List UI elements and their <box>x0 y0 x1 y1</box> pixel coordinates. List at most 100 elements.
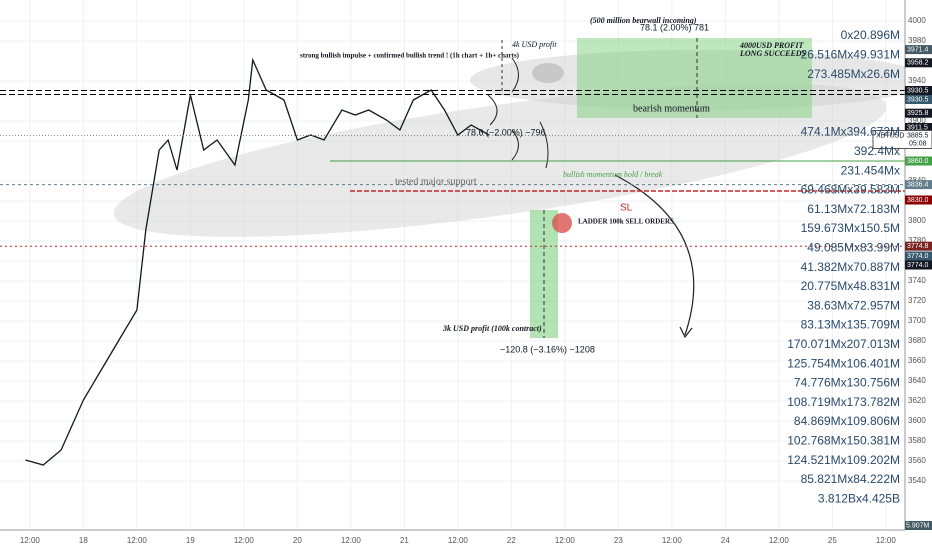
y-tick-label: 3540 <box>908 476 926 485</box>
y-tick-label: 3640 <box>908 376 926 385</box>
price-tag <box>905 156 932 166</box>
axes: 3540 3560 3580 3600 3620 3640 3660 3680 3700 3720… <box>20 16 932 545</box>
profile-label: 392.4Mx <box>854 144 900 158</box>
price-tag <box>905 260 932 270</box>
x-tick-label: 12:00 <box>127 536 148 545</box>
y-tick-label: 3700 <box>908 316 926 325</box>
y-tick-label: 3740 <box>908 276 926 285</box>
x-tick-label: 18 <box>79 536 88 545</box>
x-tick-label: 12:00 <box>555 536 576 545</box>
zone-spot <box>532 63 564 83</box>
x-tick-label: 12:00 <box>448 536 469 545</box>
x-tick-label: 25 <box>828 536 837 545</box>
profile-label: 0x20.896M <box>841 28 900 42</box>
profile-label: 85.821Mx84.222M <box>801 472 900 486</box>
price-tag <box>905 86 932 95</box>
price-tag-label: 3925.8 <box>907 110 929 117</box>
profile-label: 474.1Mx394.672M <box>801 125 900 139</box>
profile-label: 124.521Mx109.202M <box>787 453 900 467</box>
annotation: 3k USD profit (100k contract) <box>442 324 542 333</box>
profile-label: 38.63Mx72.957M <box>807 298 900 312</box>
profile-label: 74.776Mx130.756M <box>794 376 900 390</box>
price-tag <box>905 251 932 261</box>
volume-tag: 5.907M <box>906 522 930 529</box>
price-tag <box>905 180 932 190</box>
price-tag-label: 3930.5 <box>907 87 929 94</box>
bracket <box>511 129 519 161</box>
x-tick-label: 12:00 <box>234 536 255 545</box>
y-tick-label: 4000 <box>908 16 926 25</box>
y-tick-label: 3680 <box>908 336 926 345</box>
x-tick-label: 12:00 <box>341 536 362 545</box>
price-tag <box>905 45 932 55</box>
profile-label: 69.468Mx39.583M <box>801 183 900 197</box>
x-tick-label: 22 <box>507 536 516 545</box>
x-tick-label: 12:00 <box>876 536 897 545</box>
annotation: 78.1 (2.00%) 781 <box>640 22 709 32</box>
x-tick-label: 21 <box>400 536 409 545</box>
price-tag-label: 3836.4 <box>907 181 929 188</box>
annotation: LADDER 100k SELL ORDERS <box>578 218 674 226</box>
plot <box>0 57 905 466</box>
x-tick-label: 23 <box>614 536 623 545</box>
profile-label: 49.085Mx83.99M <box>807 240 900 254</box>
price-tag <box>905 95 932 104</box>
x-tick-label: 20 <box>293 536 302 545</box>
annotation: bearish momentum <box>633 103 710 114</box>
price-tag-label: 3774.0 <box>907 253 929 260</box>
volume-tag-bg <box>905 521 932 530</box>
price-tag-label: 3860.0 <box>907 158 929 165</box>
annotation: 78.6 (−2.00%) −796 <box>466 127 546 137</box>
profile-label: 159.673Mx150.5M <box>801 221 900 235</box>
profile-label: 125.754Mx106.401M <box>787 356 900 370</box>
y-tick-label: 3800 <box>908 216 926 225</box>
bracket <box>539 121 549 169</box>
x-tick-label: 12:00 <box>662 536 683 545</box>
x-tick-label: 12:00 <box>769 536 790 545</box>
curved-arrow <box>614 174 695 336</box>
annotation: tested major support <box>395 176 477 187</box>
annotation: SL <box>620 203 633 214</box>
bracket <box>511 57 519 93</box>
price-tag-label: 3911.5 <box>907 124 928 131</box>
x-tick-label: 12:00 <box>20 536 41 545</box>
profile-label: 102.768Mx150.381M <box>787 433 900 447</box>
annotation: −120.8 (−3.16%) −1208 <box>500 344 595 354</box>
profile-label: 61.13Mx72.183M <box>807 202 900 216</box>
annotation: bullish momentum hold / break <box>563 170 663 179</box>
price-tag <box>905 241 932 251</box>
price-tag-label: 3930.5 <box>907 96 929 103</box>
y-tick-label: 3900 <box>908 116 926 125</box>
price-tag-label: 3958.2 <box>907 60 929 67</box>
profile-label: 20.775Mx48.831M <box>801 279 900 293</box>
price-tag-label: 3830.0 <box>907 197 929 204</box>
annotation: LONG SUCCEEDS <box>739 49 807 58</box>
annotation: 4000USD PROFIT <box>739 41 804 50</box>
annotation: 4k USD profit <box>512 40 557 49</box>
arrow-head <box>679 326 693 339</box>
y-tick-label: 3780 <box>908 236 926 245</box>
y-tick-label: 3560 <box>908 456 926 465</box>
countdown: 05:08 <box>909 140 927 147</box>
profile-label: 41.382Mx70.887M <box>801 260 900 274</box>
last-price-tag <box>872 130 932 149</box>
price-tag-label: 3774.8 <box>907 243 929 250</box>
profile-label: 170.071Mx207.013M <box>787 337 900 351</box>
x-tick-label: 19 <box>186 536 195 545</box>
profile-label: 83.13Mx135.709M <box>801 318 900 332</box>
y-tick-label: 3720 <box>908 296 926 305</box>
price-tag-label: 3971.4 <box>907 46 929 53</box>
y-tick-label: 3980 <box>908 36 926 45</box>
price-line <box>25 57 490 466</box>
last-price-label: 3885.5 <box>907 132 929 139</box>
x-tick-label: 24 <box>721 536 730 545</box>
profile-label: 84.869Mx109.806M <box>794 414 900 428</box>
bracket <box>487 94 498 126</box>
support-zone <box>113 83 887 237</box>
y-tick-label: 3620 <box>908 396 926 405</box>
y-tick-label: 3660 <box>908 356 926 365</box>
symbol: XBTUSD <box>876 132 904 139</box>
profile-label: 231.454Mx <box>841 163 900 177</box>
profile-label: 108.719Mx173.782M <box>787 395 900 409</box>
